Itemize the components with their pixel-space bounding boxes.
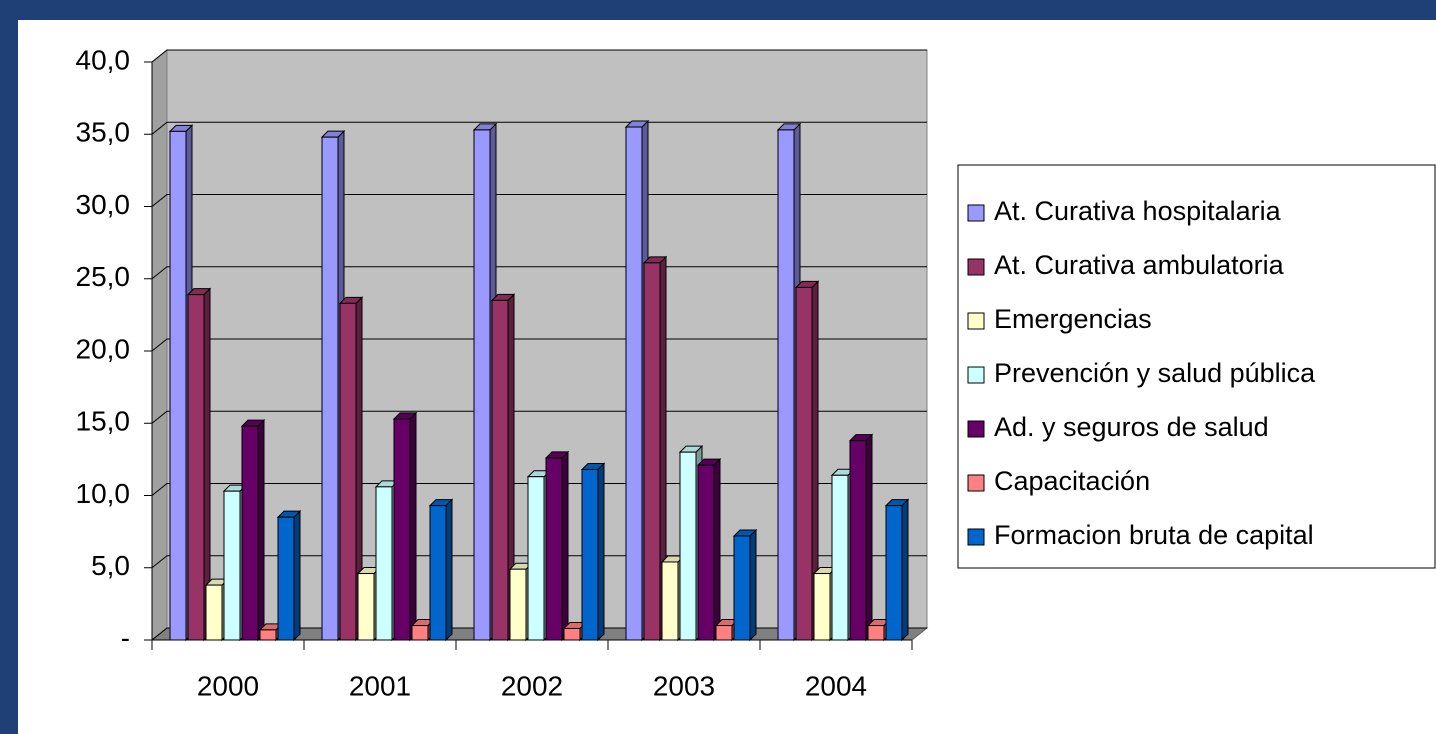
- bar: [321, 136, 339, 641]
- y-tick-label: 35,0: [76, 117, 131, 148]
- bar: [527, 476, 545, 641]
- bar: [795, 286, 813, 641]
- bar: [241, 425, 259, 641]
- grid-line: [151, 338, 927, 352]
- x-tick-label: 2002: [501, 670, 563, 701]
- bar: [849, 440, 867, 641]
- bar-side: [409, 411, 417, 642]
- bar: [259, 629, 277, 641]
- bar: [509, 568, 527, 641]
- bar: [187, 294, 205, 641]
- grid-line: [151, 410, 927, 424]
- bar: [715, 625, 733, 641]
- legend-swatch: [967, 204, 985, 222]
- legend-label: Capacitación: [994, 466, 1150, 496]
- bar: [643, 262, 661, 641]
- bar: [831, 474, 849, 641]
- bar: [733, 535, 751, 641]
- legend-swatch: [967, 474, 985, 492]
- legend-label: Prevención y salud pública: [994, 358, 1316, 388]
- bar: [411, 625, 429, 641]
- bar: [581, 468, 599, 641]
- grid-line: [151, 194, 927, 207]
- bar: [813, 573, 831, 641]
- x-tick-label: 2004: [805, 670, 867, 701]
- legend-label: Formacion bruta de capital: [994, 520, 1314, 550]
- bar: [867, 625, 885, 641]
- bar: [429, 505, 447, 641]
- bar: [169, 130, 187, 641]
- bar: [625, 126, 643, 641]
- bar-side: [445, 498, 453, 642]
- legend-label: At. Curativa ambulatoria: [994, 250, 1285, 280]
- bar-side: [749, 528, 757, 642]
- y-tick-label: 10,0: [76, 478, 131, 509]
- legend-label: Emergencias: [994, 304, 1152, 334]
- bar: [393, 418, 411, 641]
- grid-line: [151, 483, 927, 496]
- bar: [679, 451, 697, 641]
- bar: [223, 490, 241, 641]
- bar: [491, 299, 509, 641]
- x-tick-label: 2000: [197, 670, 259, 701]
- bar: [545, 457, 563, 641]
- bar: [777, 129, 795, 641]
- x-tick-label: 2001: [349, 670, 411, 701]
- bar-side: [561, 450, 569, 642]
- bar-side: [257, 418, 265, 642]
- legend-label: Ad. y seguros de salud: [994, 412, 1269, 442]
- bar: [357, 573, 375, 641]
- y-tick-label: 30,0: [76, 189, 131, 220]
- grid-line: [151, 49, 927, 63]
- y-tick-label: 40,0: [76, 44, 131, 75]
- grid-line: [151, 266, 927, 280]
- legend-swatch: [967, 528, 985, 546]
- y-tick-label: 20,0: [76, 333, 131, 364]
- bar: [205, 584, 223, 641]
- y-tick-label: 15,0: [76, 406, 131, 437]
- x-tick-label: 2003: [653, 670, 715, 701]
- bar-side: [901, 498, 909, 642]
- bar: [661, 561, 679, 641]
- y-tick-label: 25,0: [76, 261, 131, 292]
- grid-line: [151, 121, 927, 135]
- bar: [339, 302, 357, 641]
- bar: [277, 516, 295, 641]
- legend-box: [957, 164, 1436, 569]
- y-tick-label: -: [121, 622, 130, 653]
- legend-swatch: [967, 420, 985, 438]
- bar-side: [597, 462, 605, 642]
- bar-side: [865, 433, 873, 642]
- bar-side: [293, 509, 301, 642]
- bar: [563, 627, 581, 641]
- bar: [375, 486, 393, 641]
- bar: [697, 464, 715, 641]
- legend-swatch: [967, 312, 985, 330]
- bar-side: [713, 457, 721, 642]
- legend-swatch: [967, 366, 985, 384]
- bar: [473, 129, 491, 641]
- bar: [885, 505, 903, 641]
- y-tick-label: 5,0: [91, 550, 130, 581]
- legend-label: At. Curativa hospitalaria: [994, 196, 1282, 226]
- legend-swatch: [967, 258, 985, 276]
